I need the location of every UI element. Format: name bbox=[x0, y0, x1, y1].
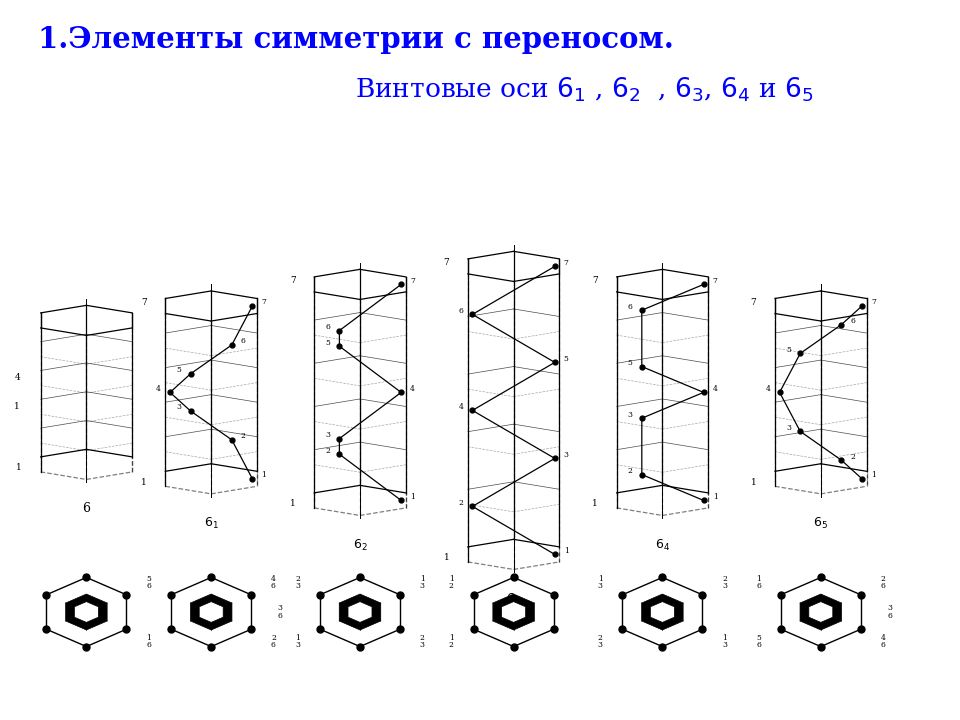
Text: 4: 4 bbox=[712, 384, 717, 393]
Text: 1
3: 1 3 bbox=[598, 575, 603, 590]
Text: 2: 2 bbox=[325, 446, 330, 454]
Text: 4: 4 bbox=[14, 374, 20, 382]
Text: 7: 7 bbox=[564, 258, 568, 267]
Text: 7: 7 bbox=[410, 276, 415, 285]
Text: 3: 3 bbox=[564, 451, 569, 459]
Text: 6: 6 bbox=[628, 302, 633, 310]
Text: 6: 6 bbox=[83, 502, 90, 515]
Text: 4
6: 4 6 bbox=[880, 634, 885, 649]
Polygon shape bbox=[65, 594, 108, 630]
Text: 6: 6 bbox=[851, 317, 855, 325]
Polygon shape bbox=[348, 602, 372, 622]
Text: 2: 2 bbox=[851, 453, 855, 461]
Text: 2
3: 2 3 bbox=[420, 634, 424, 649]
Polygon shape bbox=[75, 602, 98, 622]
Text: 5: 5 bbox=[786, 346, 791, 354]
Polygon shape bbox=[339, 594, 381, 630]
Text: 4
6: 4 6 bbox=[271, 575, 276, 590]
Text: $6_3$: $6_3$ bbox=[506, 592, 521, 607]
Text: 1: 1 bbox=[290, 500, 296, 508]
Polygon shape bbox=[651, 602, 674, 622]
Text: 2
6: 2 6 bbox=[271, 634, 276, 649]
Text: 1: 1 bbox=[141, 478, 147, 487]
Text: $6_2$: $6_2$ bbox=[352, 538, 368, 553]
Text: 7: 7 bbox=[751, 298, 756, 307]
Text: 3: 3 bbox=[628, 410, 633, 418]
Text: 4: 4 bbox=[410, 384, 415, 393]
Text: 6: 6 bbox=[459, 307, 464, 315]
Polygon shape bbox=[190, 594, 232, 630]
Text: 2: 2 bbox=[628, 467, 633, 475]
Text: 7: 7 bbox=[261, 298, 266, 307]
Text: 3
6: 3 6 bbox=[277, 604, 283, 620]
Polygon shape bbox=[641, 594, 684, 630]
Text: 2
3: 2 3 bbox=[598, 634, 603, 649]
Text: 1: 1 bbox=[751, 478, 756, 487]
Text: 1: 1 bbox=[16, 464, 22, 472]
Polygon shape bbox=[502, 602, 525, 622]
Text: 1
3: 1 3 bbox=[296, 634, 300, 649]
Text: 5
6: 5 6 bbox=[756, 634, 761, 649]
Text: 4: 4 bbox=[156, 384, 161, 393]
Polygon shape bbox=[809, 602, 832, 622]
Text: 5: 5 bbox=[564, 355, 568, 363]
Text: 6: 6 bbox=[241, 338, 246, 346]
Text: 4: 4 bbox=[459, 402, 464, 411]
Text: 2
6: 2 6 bbox=[880, 575, 885, 590]
Text: 1
2: 1 2 bbox=[449, 575, 454, 590]
Polygon shape bbox=[800, 594, 842, 630]
Text: 1
2: 1 2 bbox=[449, 634, 454, 649]
Text: 1: 1 bbox=[592, 500, 598, 508]
Text: 7: 7 bbox=[444, 258, 449, 267]
Polygon shape bbox=[492, 594, 535, 630]
Text: 1
6: 1 6 bbox=[756, 575, 761, 590]
Text: 3
6: 3 6 bbox=[887, 604, 893, 620]
Text: 7: 7 bbox=[871, 298, 876, 307]
Text: 1: 1 bbox=[712, 492, 717, 501]
Text: 1: 1 bbox=[871, 471, 876, 480]
Text: 7: 7 bbox=[290, 276, 296, 285]
Text: $6_5$: $6_5$ bbox=[813, 516, 828, 531]
Text: 2: 2 bbox=[459, 499, 464, 507]
Text: 1: 1 bbox=[444, 554, 449, 562]
Text: 3: 3 bbox=[325, 431, 330, 439]
Text: $6_4$: $6_4$ bbox=[655, 538, 670, 553]
Text: 2: 2 bbox=[241, 432, 246, 440]
Text: 1: 1 bbox=[564, 546, 568, 555]
Text: 7: 7 bbox=[592, 276, 598, 285]
Polygon shape bbox=[200, 602, 223, 622]
Text: Винтовые оси $6_1$ , $6_2$  , $6_3$, $6_4$ и $6_5$: Винтовые оси $6_1$ , $6_2$ , $6_3$, $6_4… bbox=[355, 76, 814, 104]
Text: 2
3: 2 3 bbox=[722, 575, 727, 590]
Text: 5: 5 bbox=[628, 359, 633, 367]
Text: 6: 6 bbox=[325, 323, 330, 331]
Text: 4: 4 bbox=[766, 384, 771, 393]
Text: $6_1$: $6_1$ bbox=[204, 516, 219, 531]
Text: 1
3: 1 3 bbox=[420, 575, 424, 590]
Text: 7: 7 bbox=[141, 298, 147, 307]
Text: 7: 7 bbox=[712, 276, 717, 285]
Text: 5
6: 5 6 bbox=[147, 575, 152, 590]
Text: 2
3: 2 3 bbox=[296, 575, 300, 590]
Text: 1: 1 bbox=[261, 471, 266, 480]
Text: 1: 1 bbox=[410, 492, 415, 501]
Text: 5: 5 bbox=[177, 366, 181, 374]
Text: 1
6: 1 6 bbox=[147, 634, 152, 649]
Text: 3: 3 bbox=[177, 403, 181, 411]
Text: 3: 3 bbox=[786, 424, 791, 432]
Text: 1: 1 bbox=[14, 402, 20, 411]
Text: 5: 5 bbox=[325, 338, 330, 346]
Text: 1
3: 1 3 bbox=[722, 634, 727, 649]
Text: 1.Элементы симметрии с переносом.: 1.Элементы симметрии с переносом. bbox=[38, 25, 674, 54]
